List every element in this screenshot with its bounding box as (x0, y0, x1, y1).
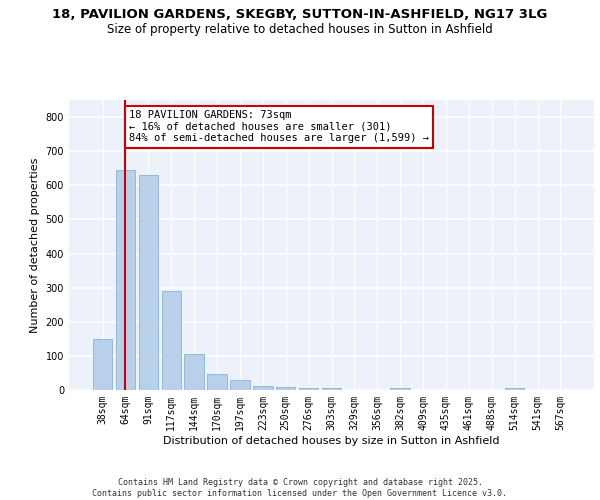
X-axis label: Distribution of detached houses by size in Sutton in Ashfield: Distribution of detached houses by size … (163, 436, 500, 446)
Y-axis label: Number of detached properties: Number of detached properties (30, 158, 40, 332)
Bar (322, 388, 341, 390)
Text: Size of property relative to detached houses in Sutton in Ashfield: Size of property relative to detached ho… (107, 22, 493, 36)
Text: 18, PAVILION GARDENS, SKEGBY, SUTTON-IN-ASHFIELD, NG17 3LG: 18, PAVILION GARDENS, SKEGBY, SUTTON-IN-… (52, 8, 548, 20)
Bar (184, 354, 204, 390)
Text: 18 PAVILION GARDENS: 73sqm
← 16% of detached houses are smaller (301)
84% of sem: 18 PAVILION GARDENS: 73sqm ← 16% of deta… (129, 110, 429, 144)
Text: Contains HM Land Registry data © Crown copyright and database right 2025.
Contai: Contains HM Land Registry data © Crown c… (92, 478, 508, 498)
Bar (116, 170, 135, 390)
Bar (208, 374, 227, 390)
Bar (230, 380, 250, 390)
Bar (505, 388, 524, 390)
Bar (161, 291, 181, 390)
Bar (391, 388, 410, 390)
Bar (276, 386, 295, 390)
Bar (253, 386, 272, 390)
Bar (139, 175, 158, 390)
Bar (299, 388, 319, 390)
Bar (93, 339, 112, 390)
